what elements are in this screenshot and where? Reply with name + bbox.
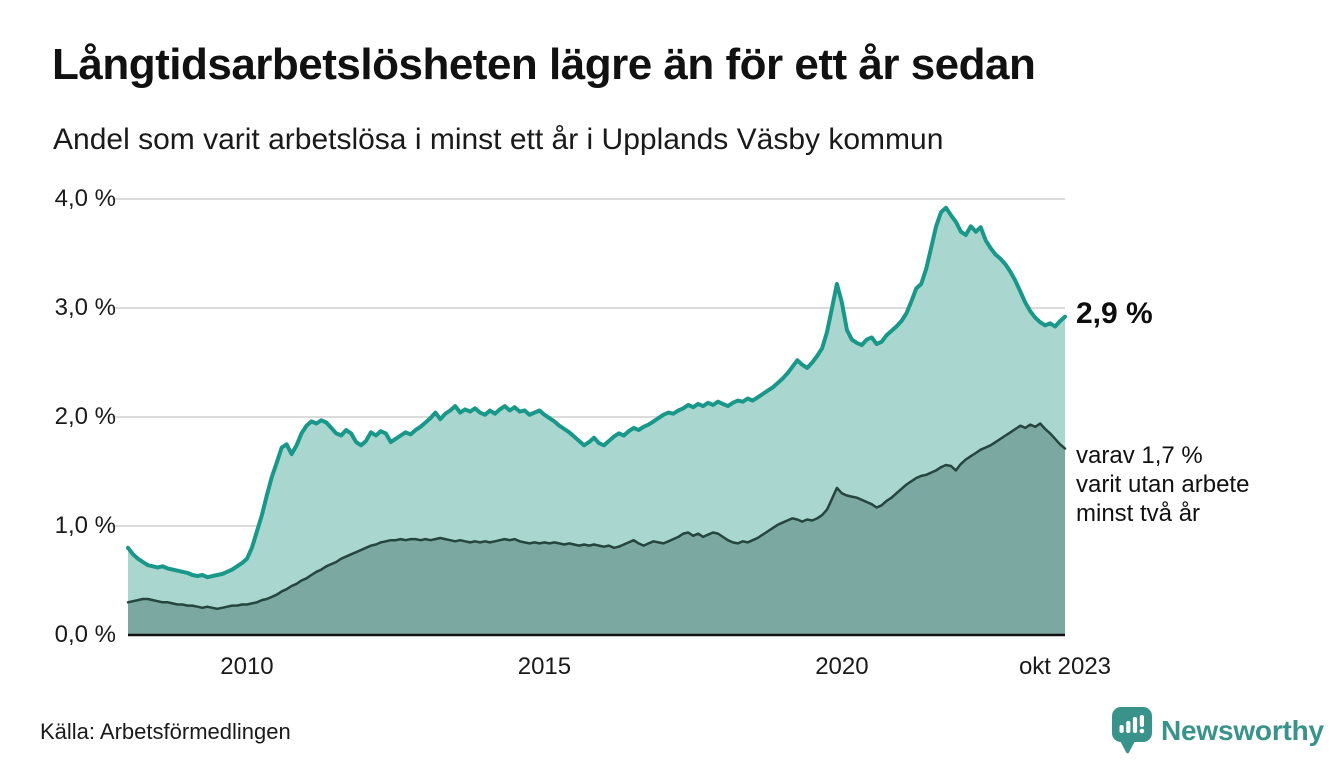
chart-subtitle: Andel som varit arbetslösa i minst ett å…	[53, 123, 944, 156]
newsworthy-logo: Newsworthy	[1112, 707, 1324, 754]
x-tick-label: 2020	[815, 653, 869, 680]
secondary-value-line3: minst två år	[1076, 500, 1201, 527]
arbetslosa-minst-tva-ar-line	[126, 422, 1067, 611]
bar-large	[1132, 717, 1138, 733]
arbetslosa-minst-tva-ar-area	[128, 423, 1065, 635]
source-note: Källa: Arbetsförmedlingen	[40, 719, 291, 744]
exclamation-bar	[1139, 715, 1144, 727]
x-tick-label: 2015	[517, 653, 572, 680]
y-tick-label: 1,0 %	[54, 512, 116, 539]
secondary-value-line2: varit utan arbete	[1076, 471, 1250, 498]
bar-medium	[1126, 721, 1131, 733]
chart-title: Långtidsarbetslösheten lägre än för ett …	[52, 40, 1036, 89]
latest-value-label: 2,9 %	[1076, 297, 1153, 330]
secondary-value-label: varav 1,7 % varit utan arbete minst två …	[1076, 441, 1249, 528]
speech-bubble-shape	[1112, 707, 1152, 754]
y-tick-label: 0,0 %	[54, 621, 116, 648]
y-tick-label: 4,0 %	[54, 185, 116, 212]
x-tick-label: 2010	[220, 653, 274, 680]
x-tick-label: okt 2023	[1018, 653, 1112, 680]
secondary-value-line1: varav 1,7 %	[1076, 442, 1203, 469]
y-tick-label: 2,0 %	[54, 403, 116, 430]
newsworthy-wordmark: Newsworthy	[1161, 714, 1324, 746]
bar-small	[1119, 725, 1124, 733]
newsworthy-logo-icon	[1112, 707, 1152, 754]
y-tick-label: 3,0 %	[54, 294, 116, 321]
exclamation-dot	[1139, 728, 1145, 734]
arbetslosa-minst-ett-ar-line	[126, 205, 1067, 580]
